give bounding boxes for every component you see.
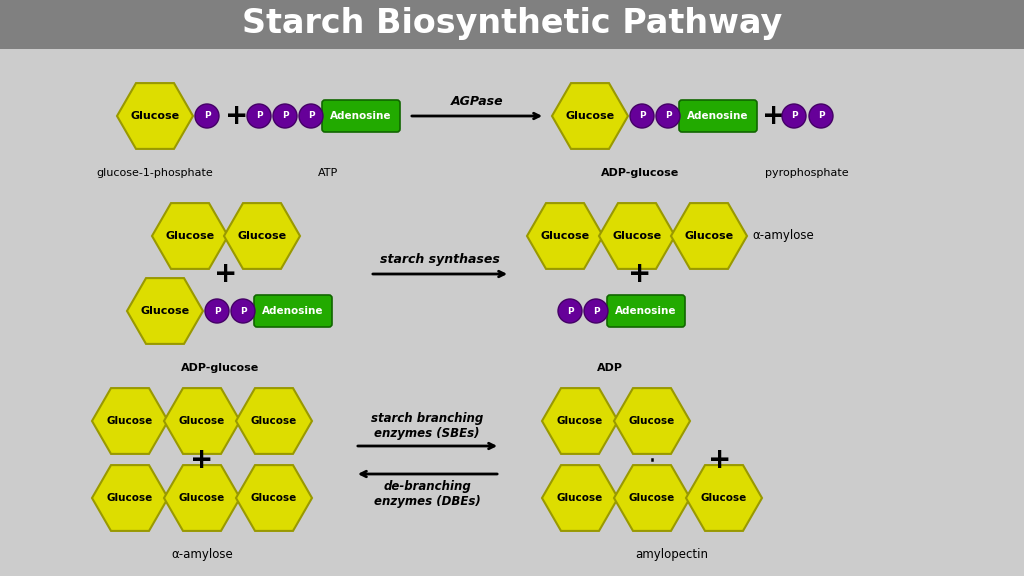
Text: +: +: [709, 446, 732, 474]
FancyBboxPatch shape: [322, 100, 400, 132]
Text: Adenosine: Adenosine: [615, 306, 677, 316]
Text: P: P: [240, 306, 247, 316]
Text: +: +: [225, 102, 249, 130]
Text: P: P: [593, 306, 599, 316]
Text: ADP-glucose: ADP-glucose: [181, 363, 259, 373]
Polygon shape: [236, 465, 312, 531]
Text: P: P: [214, 306, 220, 316]
Text: starch synthases: starch synthases: [380, 253, 500, 266]
Circle shape: [558, 299, 582, 323]
Circle shape: [195, 104, 219, 128]
Polygon shape: [671, 203, 746, 269]
Polygon shape: [92, 465, 168, 531]
Text: Glucose: Glucose: [238, 231, 287, 241]
Text: Glucose: Glucose: [612, 231, 662, 241]
Polygon shape: [614, 465, 690, 531]
Text: Glucose: Glucose: [251, 416, 297, 426]
Text: Glucose: Glucose: [565, 111, 614, 121]
Polygon shape: [127, 278, 203, 344]
Text: α-amylose: α-amylose: [752, 229, 814, 242]
Text: Glucose: Glucose: [106, 416, 154, 426]
Circle shape: [205, 299, 229, 323]
Text: Glucose: Glucose: [629, 493, 675, 503]
Text: Adenosine: Adenosine: [262, 306, 324, 316]
Polygon shape: [542, 465, 618, 531]
Polygon shape: [686, 465, 762, 531]
Text: Adenosine: Adenosine: [331, 111, 392, 121]
Text: +: +: [629, 260, 651, 288]
Text: ADP: ADP: [597, 363, 623, 373]
Text: Adenosine: Adenosine: [687, 111, 749, 121]
Circle shape: [584, 299, 608, 323]
Text: Glucose: Glucose: [700, 493, 748, 503]
Text: Glucose: Glucose: [629, 416, 675, 426]
Text: P: P: [256, 112, 262, 120]
Circle shape: [299, 104, 323, 128]
FancyBboxPatch shape: [254, 295, 332, 327]
Polygon shape: [164, 465, 240, 531]
Text: +: +: [214, 260, 238, 288]
FancyBboxPatch shape: [0, 0, 1024, 49]
Text: P: P: [204, 112, 210, 120]
Text: Glucose: Glucose: [106, 493, 154, 503]
Polygon shape: [236, 388, 312, 454]
Text: amylopectin: amylopectin: [636, 548, 709, 561]
Text: starch branching
enzymes (SBEs): starch branching enzymes (SBEs): [371, 412, 483, 440]
Text: pyrophosphate: pyrophosphate: [765, 168, 849, 178]
Circle shape: [273, 104, 297, 128]
Circle shape: [247, 104, 271, 128]
Text: +: +: [190, 446, 214, 474]
Text: Glucose: Glucose: [179, 493, 225, 503]
Polygon shape: [542, 388, 618, 454]
Text: +: +: [762, 102, 785, 130]
Polygon shape: [152, 203, 228, 269]
Text: Glucose: Glucose: [179, 416, 225, 426]
Polygon shape: [224, 203, 300, 269]
Text: P: P: [307, 112, 314, 120]
Text: P: P: [791, 112, 798, 120]
Circle shape: [809, 104, 833, 128]
Polygon shape: [552, 83, 628, 149]
Text: de-branching
enzymes (DBEs): de-branching enzymes (DBEs): [374, 480, 480, 508]
Text: glucose-1-phosphate: glucose-1-phosphate: [96, 168, 213, 178]
Text: Glucose: Glucose: [557, 416, 603, 426]
Polygon shape: [92, 388, 168, 454]
FancyBboxPatch shape: [607, 295, 685, 327]
Text: ADP-glucose: ADP-glucose: [601, 168, 679, 178]
Text: Glucose: Glucose: [130, 111, 179, 121]
Polygon shape: [527, 203, 603, 269]
Polygon shape: [164, 388, 240, 454]
Text: α-amylose: α-amylose: [171, 548, 232, 561]
Text: AGPase: AGPase: [451, 95, 504, 108]
Polygon shape: [614, 388, 690, 454]
Circle shape: [656, 104, 680, 128]
Text: P: P: [282, 112, 289, 120]
Text: P: P: [566, 306, 573, 316]
Text: P: P: [665, 112, 672, 120]
Polygon shape: [117, 83, 193, 149]
FancyBboxPatch shape: [679, 100, 757, 132]
Circle shape: [231, 299, 255, 323]
Circle shape: [782, 104, 806, 128]
Text: Glucose: Glucose: [166, 231, 215, 241]
Text: Glucose: Glucose: [684, 231, 733, 241]
Text: P: P: [639, 112, 645, 120]
Text: Glucose: Glucose: [557, 493, 603, 503]
Text: Glucose: Glucose: [251, 493, 297, 503]
Text: ATP: ATP: [317, 168, 338, 178]
Text: Starch Biosynthetic Pathway: Starch Biosynthetic Pathway: [242, 7, 782, 40]
Text: P: P: [818, 112, 824, 120]
Text: Glucose: Glucose: [140, 306, 189, 316]
Text: Glucose: Glucose: [541, 231, 590, 241]
Polygon shape: [599, 203, 675, 269]
Circle shape: [630, 104, 654, 128]
